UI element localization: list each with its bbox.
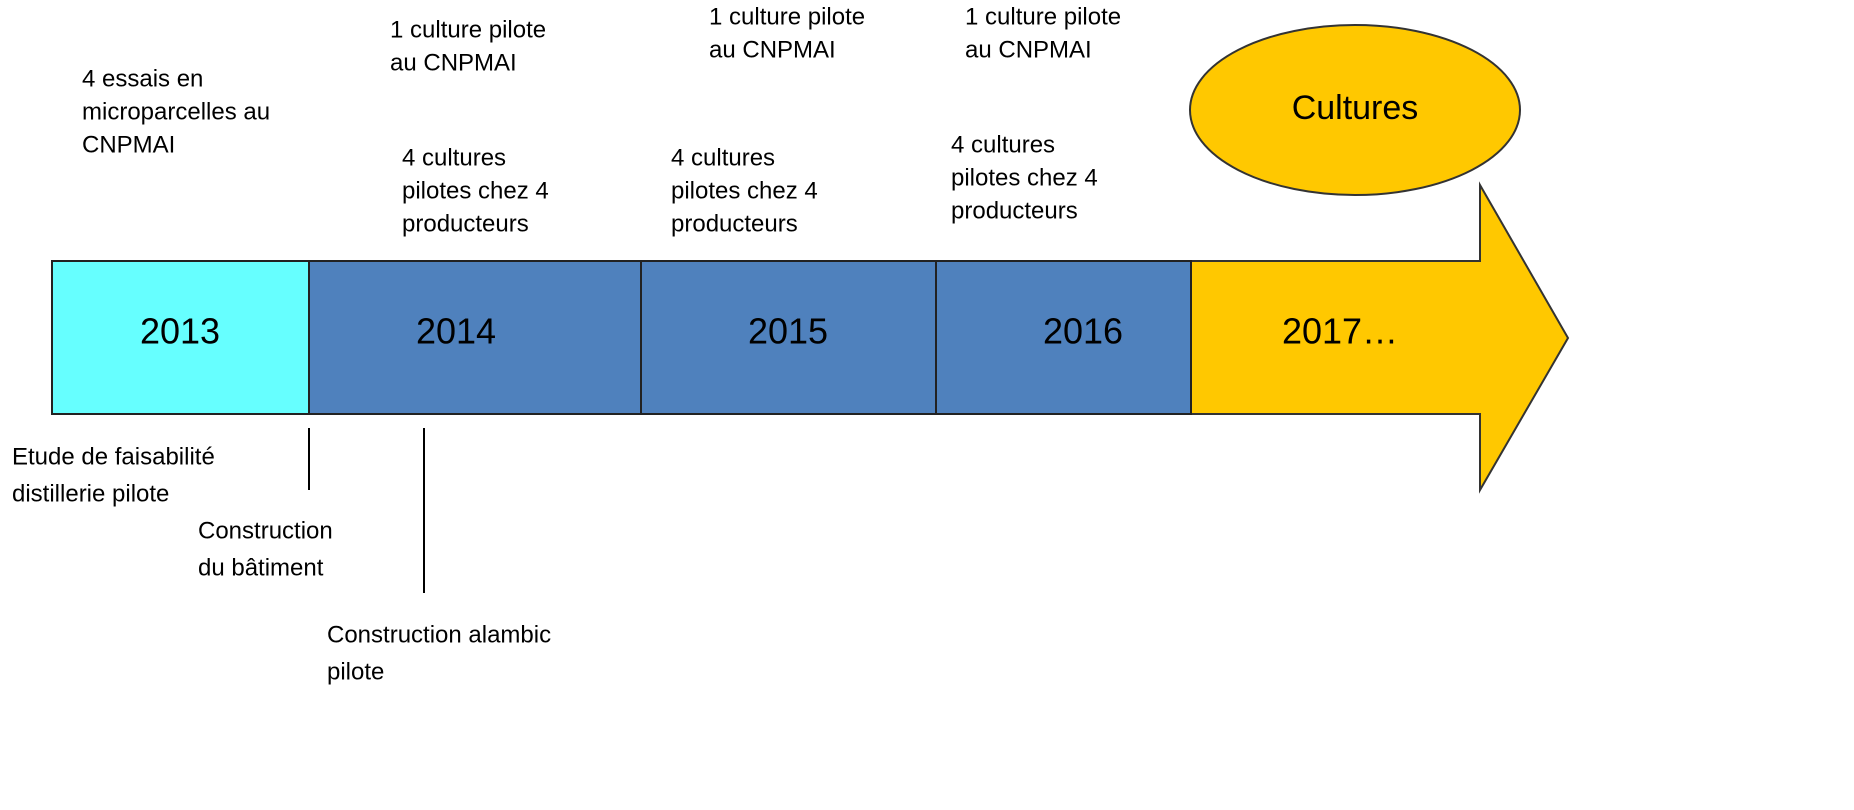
goal-label: Cultures	[1292, 89, 1419, 127]
milestone-text: au CNPMAI	[965, 36, 1092, 63]
milestone-text: producteurs	[671, 210, 798, 237]
milestone-text: au CNPMAI	[390, 49, 517, 76]
milestone-text: 4 cultures	[671, 144, 775, 171]
milestone-text: pilotes chez 4	[402, 177, 549, 204]
milestone-text: 4 cultures	[402, 144, 506, 171]
year-label: 2017…	[1282, 311, 1398, 352]
segment-2013	[51, 260, 310, 415]
milestone-text: 4 essais en	[82, 65, 203, 92]
milestone-text: pilotes chez 4	[671, 177, 818, 204]
event-text: Construction	[198, 517, 333, 544]
arrow	[1190, 181, 1570, 494]
year-label: 2014	[416, 311, 496, 352]
milestone-text: 1 culture pilote	[709, 3, 865, 30]
milestone-text: au CNPMAI	[709, 36, 836, 63]
milestone-text: pilotes chez 4	[951, 164, 1098, 191]
segment-2015	[640, 260, 937, 415]
milestone-text: microparcelles au	[82, 98, 270, 125]
milestone-text: 1 culture pilote	[965, 3, 1121, 30]
segment-2014	[308, 260, 642, 415]
milestone-text: 4 cultures	[951, 131, 1055, 158]
milestone-text: 1 culture pilote	[390, 16, 546, 43]
year-label: 2015	[748, 311, 828, 352]
milestone-text: producteurs	[951, 197, 1078, 224]
event-text: Etude de faisabilité	[12, 443, 215, 470]
event-text: du bâtiment	[198, 554, 324, 581]
milestone-text: producteurs	[402, 210, 529, 237]
segment-2016	[935, 260, 1192, 415]
milestone-text: CNPMAI	[82, 131, 175, 158]
year-label: 2013	[140, 311, 220, 352]
event-text: Construction alambic	[327, 621, 551, 648]
event-text: pilote	[327, 658, 384, 685]
goal-ellipse	[1189, 24, 1521, 196]
year-label: 2016	[1043, 311, 1123, 352]
event-text: distillerie pilote	[12, 480, 169, 507]
